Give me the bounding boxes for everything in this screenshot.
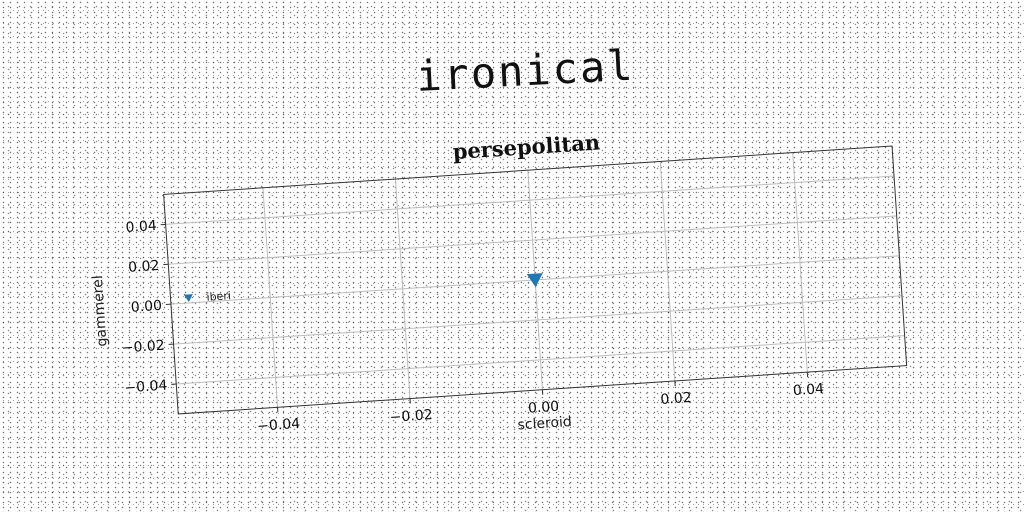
legend-entry-0: iberi <box>206 289 231 304</box>
x-tick-label-3: 0.02 <box>660 390 692 408</box>
y-grid-line-3 <box>168 215 897 265</box>
axis-ticks: −0.04 −0.02 0.00 0.02 0.04 −0.04 −0.02 0.00 0.02… <box>121 218 824 435</box>
legend-marker-0 <box>183 294 193 303</box>
x-tick-label-1: −0.02 <box>389 407 433 426</box>
y-tick-label-1: −0.02 <box>121 338 165 357</box>
chart-rotated-group: persepolitan −0.04 −0.02 0.00 0.02 0.04−0.04… <box>90 129 908 435</box>
y-tick-label-4: 0.04 <box>125 218 157 236</box>
grid-lines <box>165 152 905 408</box>
x-axis-label: scleroid <box>517 414 572 434</box>
x-tick-label-4: 0.04 <box>792 381 824 399</box>
y-grid-line-4 <box>165 175 895 225</box>
y-tick-label-3: 0.02 <box>128 258 160 276</box>
x-tick-label-0: −0.04 <box>257 416 301 435</box>
y-tick-label-2: 0.00 <box>130 298 162 316</box>
legend: iberi <box>183 289 231 304</box>
y-grid-line-0 <box>176 335 905 385</box>
data-point-0-0 <box>526 273 543 288</box>
data-points <box>526 273 543 288</box>
x-tick-label-2: 0.00 <box>528 399 560 417</box>
y-tick-label-0: −0.04 <box>124 378 168 397</box>
chart-title: persepolitan <box>452 129 601 164</box>
y-axis-label: gammerel <box>90 275 111 347</box>
y-grid-line-1 <box>173 295 903 345</box>
